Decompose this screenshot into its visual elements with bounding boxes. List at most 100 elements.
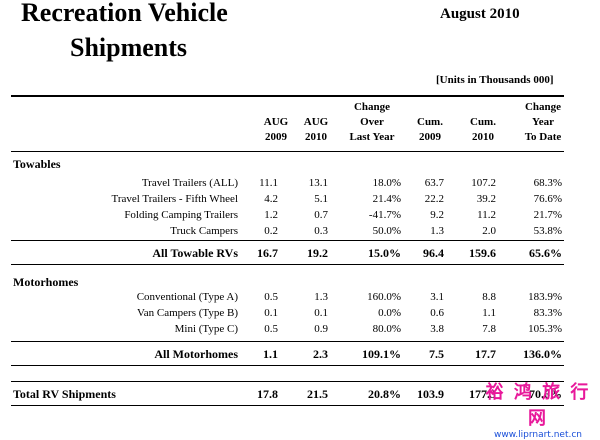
watermark: 裕 鸿 旅 行 网 www.liprnart.net.cn <box>478 378 598 440</box>
cell-value: 7.5 <box>429 347 444 361</box>
row-label: Folding Camping Trailers <box>124 209 238 221</box>
report-date: August 2010 <box>440 6 520 22</box>
section-motorhomes: Motorhomes <box>13 275 79 289</box>
cell-value: 4.2 <box>264 193 278 205</box>
cell-value: 65.6% <box>529 246 562 260</box>
column-header-line: Change <box>524 101 562 113</box>
row-label: Truck Campers <box>170 225 238 237</box>
column-header-line: Over <box>360 116 384 128</box>
cell-value: 22.2 <box>424 193 444 205</box>
table-row: Mini (Type C) 0.5 0.9 80.0% 3.8 7.8 105.3% <box>0 323 600 339</box>
cell-value: 20.8% <box>368 387 401 401</box>
cell-value: 17.8 <box>257 387 278 401</box>
motorhomes-total-row: All Motorhomes 1.1 2.3 109.1% 7.5 17.7 136.0% <box>0 347 600 363</box>
column-header-line: Last Year <box>349 131 395 143</box>
towables-total-row: All Towable RVs 16.7 19.2 15.0% 96.4 159.6 65.… <box>0 246 600 262</box>
report-title-line2: Shipments <box>70 33 188 62</box>
column-header-2: AUG 2010 <box>281 115 351 145</box>
row-label: Mini (Type C) <box>174 323 238 335</box>
units-note: [Units in Thousands 000] <box>436 74 554 86</box>
cell-value: 136.0% <box>523 347 562 361</box>
row-label: Travel Trailers - Fifth Wheel <box>111 193 239 205</box>
row-label: Travel Trailers (ALL) <box>141 177 238 189</box>
column-header-line: 2009 <box>265 131 287 143</box>
cell-value: 16.7 <box>257 246 278 260</box>
column-header-5: Cum. 2010 <box>448 115 518 145</box>
cell-value: 21.5 <box>307 387 328 401</box>
cell-value: 0.5 <box>264 323 278 335</box>
cell-value: 11.1 <box>259 177 278 189</box>
header-bottom-rule <box>11 151 564 152</box>
cell-value: 103.9 <box>417 387 444 401</box>
column-header-6: Change Year To Date <box>508 100 578 145</box>
cell-value: 0.9 <box>314 323 328 335</box>
cell-value: 11.2 <box>477 209 496 221</box>
cell-value: 2.0 <box>482 225 496 237</box>
header-top-rule <box>11 95 564 97</box>
total-rv-shipments-row: Total RV Shipments 17.8 21.5 20.8% 103.9 177.… <box>0 387 600 403</box>
cell-value: 0.5 <box>264 291 278 303</box>
cell-value: 50.0% <box>372 225 401 237</box>
cell-value: 2.3 <box>313 347 328 361</box>
cell-value: 1.2 <box>264 209 278 221</box>
column-header-line: Cum. <box>417 116 443 128</box>
cell-value: 159.6 <box>469 246 496 260</box>
cell-value: 1.3 <box>314 291 328 303</box>
cell-value: 17.7 <box>475 347 496 361</box>
cell-value: 105.3% <box>528 323 562 335</box>
cell-value: 177.3 <box>469 387 496 401</box>
column-header-line: Cum. <box>470 116 496 128</box>
row-label: Van Campers (Type B) <box>137 307 238 319</box>
cell-value: 3.1 <box>430 291 444 303</box>
cell-value: 21.4% <box>372 193 401 205</box>
column-header-line: Change <box>353 101 391 113</box>
column-header-line: Year <box>532 116 554 128</box>
cell-value: 3.8 <box>430 323 444 335</box>
row-label: All Towable RVs <box>152 246 238 260</box>
cell-value: 183.9% <box>528 291 562 303</box>
cell-value: 19.2 <box>307 246 328 260</box>
towables-total-bottom-rule <box>11 264 564 265</box>
cell-value: 109.1% <box>362 347 401 361</box>
cell-value: 0.0% <box>378 307 401 319</box>
grand-total-bottom-rule <box>11 405 564 406</box>
row-label: All Motorhomes <box>154 347 238 361</box>
cell-value: 0.1 <box>264 307 278 319</box>
watermark-title: 裕 鸿 旅 行 网 <box>485 382 591 429</box>
cell-value: 21.7% <box>533 209 562 221</box>
cell-value: 83.3% <box>533 307 562 319</box>
cell-value: 0.2 <box>264 225 278 237</box>
column-header-line: AUG <box>263 116 289 128</box>
table-row: Folding Camping Trailers 1.2 0.7 -41.7% 9.2 1… <box>0 209 600 225</box>
cell-value: 53.8% <box>533 225 562 237</box>
motorhomes-total-bottom-rule <box>11 365 564 366</box>
column-header-line: 2009 <box>419 131 441 143</box>
cell-value: 9.2 <box>430 209 444 221</box>
row-label: Total RV Shipments <box>13 387 116 401</box>
watermark-url: www.liprnart.net.cn <box>494 430 582 440</box>
cell-value: 80.0% <box>372 323 401 335</box>
cell-value: 76.6% <box>533 193 562 205</box>
cell-value: 70.6% <box>529 387 562 401</box>
column-header-line: 2010 <box>305 131 327 143</box>
table-row: Travel Trailers - Fifth Wheel 4.2 5.1 21.4%… <box>0 193 600 209</box>
cell-value: 18.0% <box>372 177 401 189</box>
cell-value: 15.0% <box>368 246 401 260</box>
table-row: Van Campers (Type B) 0.1 0.1 0.0% 0.6 1.1 83.3… <box>0 307 600 323</box>
column-header-line: To Date <box>524 131 562 143</box>
table-row: Truck Campers 0.2 0.3 50.0% 1.3 2.0 53.8% <box>0 225 600 241</box>
cell-value: -41.7% <box>368 209 401 221</box>
section-towables: Towables <box>13 157 61 171</box>
motorhomes-total-rule <box>11 341 564 342</box>
cell-value: 0.6 <box>430 307 444 319</box>
cell-value: 8.8 <box>482 291 496 303</box>
cell-value: 96.4 <box>423 246 444 260</box>
cell-value: 107.2 <box>471 177 496 189</box>
cell-value: 0.1 <box>314 307 328 319</box>
cell-value: 0.7 <box>314 209 328 221</box>
cell-value: 68.3% <box>533 177 562 189</box>
table-row: Conventional (Type A) 0.5 1.3 160.0% 3.1 8.8 1… <box>0 291 600 307</box>
cell-value: 13.1 <box>308 177 328 189</box>
towables-total-rule <box>11 240 564 241</box>
report-title-line1: Recreation Vehicle <box>21 0 228 27</box>
